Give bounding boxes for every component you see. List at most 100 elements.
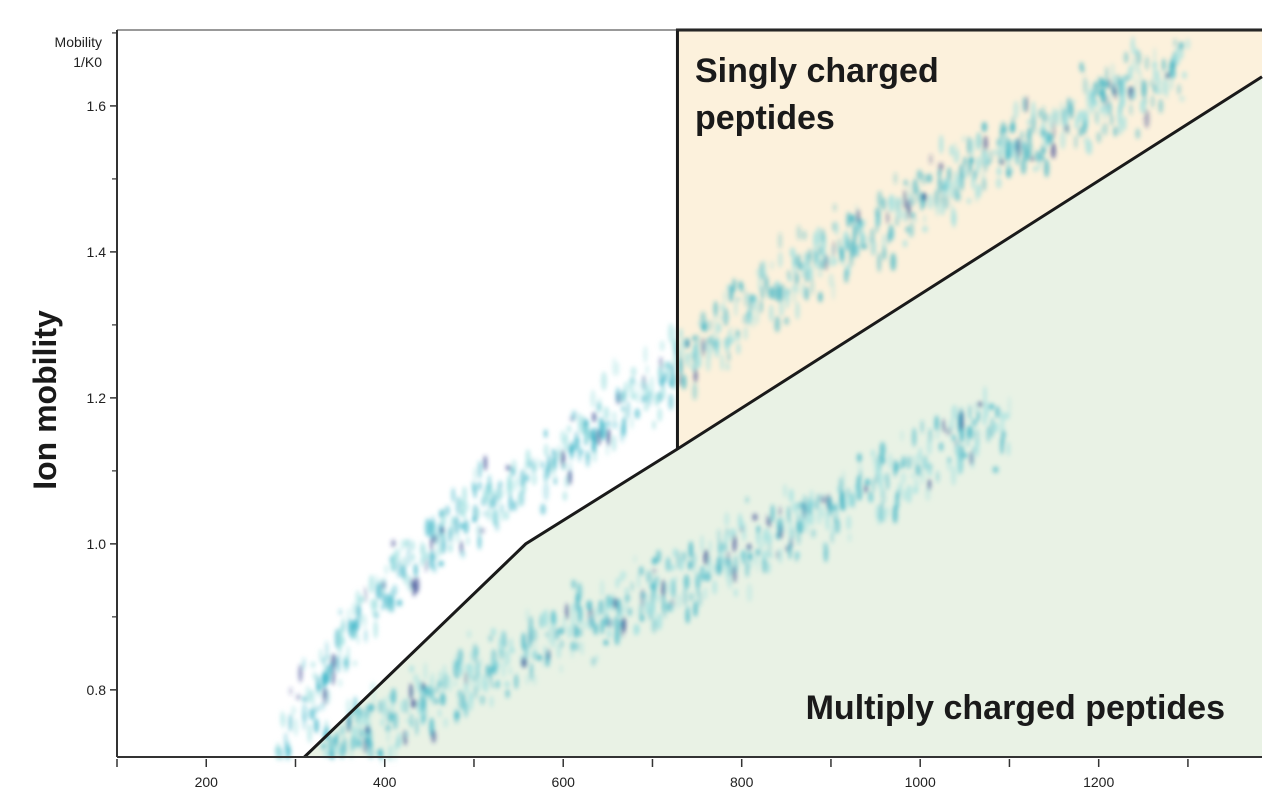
data-point [911,427,917,448]
data-point [462,680,466,695]
data-point [346,607,351,620]
data-point [952,141,959,155]
data-point [532,639,538,660]
data-point [939,193,944,206]
data-point [877,252,882,273]
data-point [969,427,976,441]
data-point [981,121,988,133]
data-point [477,460,482,480]
data-point [1034,150,1041,163]
data-point [810,509,815,527]
data-point [1031,128,1036,135]
data-point [339,626,343,646]
data-point [437,708,442,718]
data-point [599,618,605,635]
data-point [651,557,658,565]
data-point [596,401,600,413]
data-point [478,527,485,534]
data-point [796,224,801,241]
data-point [403,538,409,548]
data-point [667,323,674,343]
y-unit-label-line1: Mobility [55,34,102,50]
data-point [626,400,631,420]
data-point [723,533,728,547]
data-point [546,648,551,661]
data-point [819,259,824,271]
data-point [815,226,822,246]
data-point [794,301,801,320]
data-point [971,418,978,428]
data-point [351,602,357,618]
data-point [373,620,378,639]
data-point [969,137,975,157]
data-point [471,480,476,493]
data-point [888,224,894,241]
data-point [851,492,856,509]
data-point [505,464,512,472]
data-point [1019,130,1025,141]
data-point [672,547,678,558]
data-point [612,419,618,430]
data-point [689,592,695,602]
data-point [438,560,445,567]
data-point [672,579,676,599]
data-point [616,612,622,621]
singly-charged-label-line2: peptides [695,99,835,137]
data-point [650,601,655,620]
data-point [762,259,767,280]
data-point [478,657,483,668]
data-point [1021,96,1026,113]
data-point [996,137,1002,147]
data-point [381,580,387,590]
data-point [421,542,426,554]
data-point [950,465,957,486]
data-point [411,540,415,552]
data-point [1059,130,1066,150]
data-point [652,577,657,598]
data-point [605,443,610,457]
data-point [812,230,818,246]
data-point [768,551,774,560]
data-point [732,533,737,553]
data-point [761,533,766,542]
data-point [708,539,712,554]
data-point [804,286,809,301]
data-point [492,507,499,527]
data-point [926,437,933,456]
data-point [976,131,982,151]
data-point [464,671,468,685]
data-point [893,461,899,473]
data-point [796,529,801,545]
data-point [706,343,713,360]
data-point [556,643,562,659]
data-point [509,637,514,654]
data-point [903,189,907,210]
data-point [977,401,984,408]
data-point [498,648,505,661]
data-point [915,453,920,466]
data-point [944,180,951,189]
data-point [724,511,730,527]
data-point [280,710,285,725]
data-point [961,135,967,143]
data-point [1078,126,1084,138]
x-tick-label: 800 [730,774,754,790]
data-point [459,522,465,530]
data-point [403,697,409,714]
data-point [1158,98,1164,114]
data-point [575,641,581,652]
data-point [998,408,1004,420]
data-point [638,566,644,577]
data-point [619,425,625,443]
data-point [867,235,871,245]
data-point [337,678,343,688]
data-point [825,511,830,532]
data-point [561,462,567,471]
data-point [466,535,470,546]
data-point [1013,100,1019,120]
data-point [546,454,552,473]
data-point [353,617,359,634]
data-point [725,527,729,536]
data-point [506,473,513,492]
